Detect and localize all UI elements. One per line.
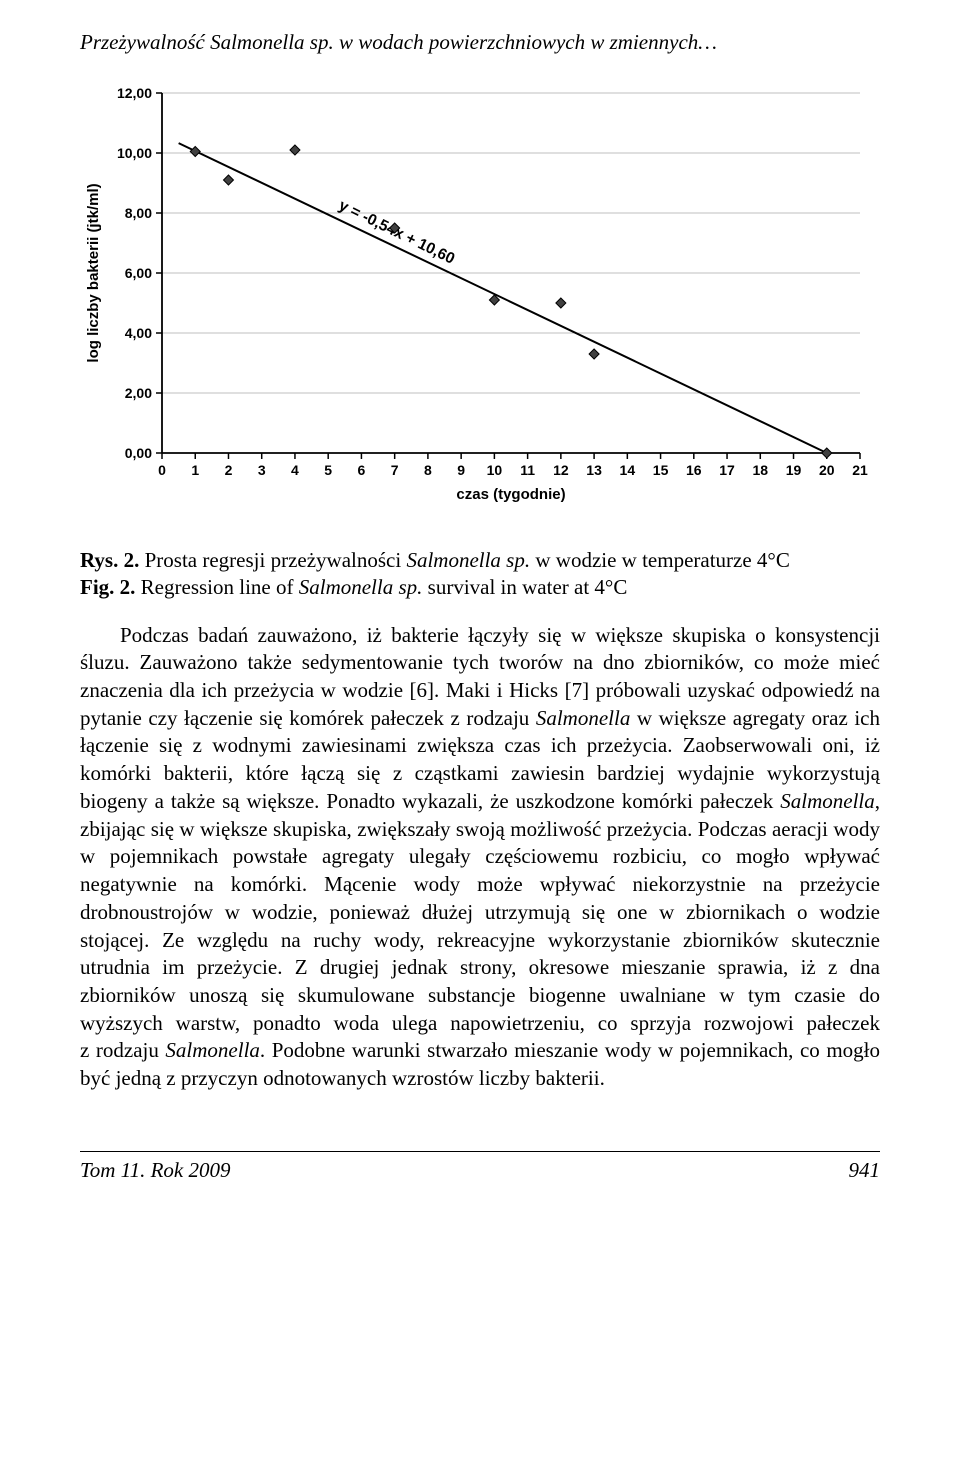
svg-text:8,00: 8,00: [125, 205, 152, 221]
caption-text-1a: Prosta regresji przeżywalności: [139, 548, 406, 572]
svg-text:19: 19: [786, 462, 802, 478]
svg-text:5: 5: [324, 462, 332, 478]
svg-text:czas (tygodnie): czas (tygodnie): [456, 486, 565, 503]
svg-text:10: 10: [487, 462, 503, 478]
svg-text:16: 16: [686, 462, 702, 478]
svg-text:20: 20: [819, 462, 835, 478]
svg-text:18: 18: [752, 462, 768, 478]
svg-text:12: 12: [553, 462, 569, 478]
body-paragraph: Podczas badań zauważono, iż bakterie łąc…: [80, 622, 880, 1093]
running-head: Przeżywalność Salmonella sp. w wodach po…: [80, 30, 880, 55]
caption-label-1: Rys. 2.: [80, 548, 139, 572]
caption-label-2: Fig. 2.: [80, 575, 135, 599]
body-seg-3: , zbijając się w większe skupiska, zwięk…: [80, 789, 880, 1062]
svg-text:15: 15: [653, 462, 669, 478]
svg-text:1: 1: [191, 462, 199, 478]
caption-text-2a: Regression line of: [135, 575, 298, 599]
body-italic-2: Salmonella: [780, 789, 875, 813]
body-italic-1: Salmonella: [536, 706, 631, 730]
svg-text:y = -0,54x + 10,60: y = -0,54x + 10,60: [336, 197, 457, 268]
footer-right: 941: [849, 1158, 881, 1183]
svg-text:3: 3: [258, 462, 266, 478]
svg-text:12,00: 12,00: [117, 85, 152, 101]
svg-text:7: 7: [391, 462, 399, 478]
svg-text:9: 9: [457, 462, 465, 478]
svg-text:8: 8: [424, 462, 432, 478]
caption-text-2b: survival in water at 4°C: [422, 575, 627, 599]
svg-text:log liczby bakterii (jtk/ml): log liczby bakterii (jtk/ml): [85, 183, 102, 362]
chart-svg: 0,002,004,006,008,0010,0012,000123456789…: [80, 73, 880, 523]
svg-text:21: 21: [852, 462, 868, 478]
svg-text:0,00: 0,00: [125, 445, 152, 461]
svg-text:0: 0: [158, 462, 166, 478]
svg-text:6,00: 6,00: [125, 265, 152, 281]
caption-line-1: Rys. 2. Prosta regresji przeżywalności S…: [80, 547, 880, 574]
svg-text:6: 6: [358, 462, 366, 478]
svg-text:17: 17: [719, 462, 735, 478]
svg-text:4,00: 4,00: [125, 325, 152, 341]
footer-left: Tom 11. Rok 2009: [80, 1158, 231, 1183]
svg-text:13: 13: [586, 462, 602, 478]
caption-italic-2: Salmonella sp.: [299, 575, 423, 599]
svg-text:2: 2: [225, 462, 233, 478]
scatter-chart: 0,002,004,006,008,0010,0012,000123456789…: [80, 73, 880, 523]
svg-text:10,00: 10,00: [117, 145, 152, 161]
caption-line-2: Fig. 2. Regression line of Salmonella sp…: [80, 574, 880, 601]
page: Przeżywalność Salmonella sp. w wodach po…: [0, 0, 960, 1223]
figure-caption: Rys. 2. Prosta regresji przeżywalności S…: [80, 547, 880, 602]
body-italic-3: Salmonella: [165, 1038, 260, 1062]
svg-text:11: 11: [520, 462, 535, 478]
caption-italic-1: Salmonella sp.: [406, 548, 530, 572]
page-footer: Tom 11. Rok 2009 941: [80, 1151, 880, 1183]
caption-text-1b: w wodzie w temperaturze 4°C: [530, 548, 790, 572]
svg-text:14: 14: [620, 462, 636, 478]
svg-text:2,00: 2,00: [125, 385, 152, 401]
svg-text:4: 4: [291, 462, 299, 478]
